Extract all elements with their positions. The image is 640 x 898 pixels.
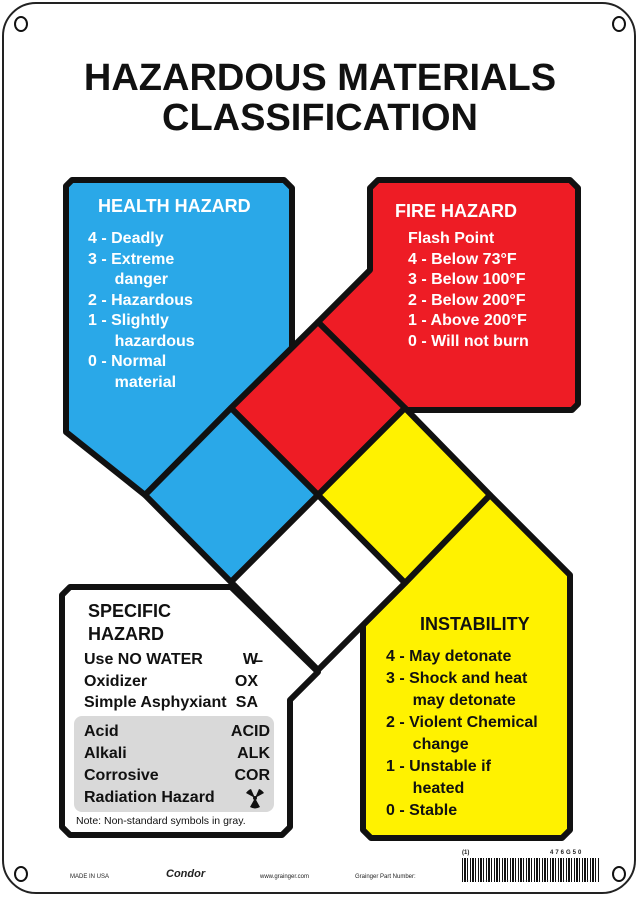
made-in: MADE IN USA xyxy=(70,874,110,880)
label: Use NO WATER xyxy=(84,651,203,668)
list-item: 2 - Hazardous xyxy=(88,291,193,309)
list-item: 4 - May detonate xyxy=(386,648,512,665)
barcode xyxy=(462,858,600,882)
health-list: 4 - Deadly 3 - Extreme danger 2 - Hazardou… xyxy=(88,229,195,393)
mounting-hole xyxy=(612,16,626,32)
specific-list: Use NO WATER W̶ Oxidizer OX Simple Asphyxi… xyxy=(84,649,258,714)
label: Oxidizer xyxy=(84,672,148,690)
heading-line: SPECIFIC xyxy=(88,601,172,621)
page-title: HAZARDOUS MATERIALS CLASSIFICATION xyxy=(0,58,640,138)
list-item: 1 - Slightly xyxy=(88,312,169,329)
radiation-icon xyxy=(246,789,264,809)
list-item: hazardous xyxy=(88,332,195,350)
list-item: Flash Point xyxy=(408,230,495,247)
title-line: HAZARDOUS MATERIALS xyxy=(83,57,557,99)
list-item: Acid ACID xyxy=(84,721,270,743)
part-number: 476G50 xyxy=(550,850,584,856)
symbol: ACID xyxy=(230,723,270,740)
list-item: danger xyxy=(88,271,169,288)
gray-list: Acid ACID Alkali ALK Corrosive COR Radiatio… xyxy=(84,721,270,809)
list-item: Corrosive COR xyxy=(84,765,270,787)
specific-diamond xyxy=(228,492,408,673)
specific-heading: SPECIFIC HAZARD xyxy=(88,600,171,646)
symbol: OX xyxy=(234,672,258,690)
list-item: Oxidizer OX xyxy=(84,671,258,693)
symbol: ALK xyxy=(237,745,270,762)
quantity: (1) xyxy=(462,850,470,856)
symbol: SA xyxy=(235,694,258,711)
health-heading: HEALTH HAZARD xyxy=(98,196,251,216)
fire-panel xyxy=(315,177,581,413)
mounting-hole xyxy=(14,866,28,882)
list-item: 0 - Normal xyxy=(88,353,167,370)
symbol: COR xyxy=(234,767,270,784)
gray-box xyxy=(74,716,274,812)
list-item: material xyxy=(88,373,177,391)
fire-heading: FIRE HAZARD xyxy=(395,201,517,221)
list-item: 4 - Below 73°F xyxy=(408,250,517,268)
condor-logo: Condor xyxy=(166,868,206,880)
label: Simple Asphyxiant xyxy=(84,694,227,711)
label: Alkali xyxy=(84,745,127,762)
instability-heading: INSTABILITY xyxy=(420,614,530,634)
list-item: change xyxy=(386,736,469,753)
list-item: Use NO WATER W̶ xyxy=(84,649,258,671)
list-item: 3 - Shock and heat xyxy=(386,670,528,687)
list-item: Alkali ALK xyxy=(84,743,270,765)
list-item: 2 - Violent Chemical xyxy=(386,714,538,731)
heading-line: HAZARD xyxy=(88,624,164,644)
list-item: Radiation Hazard xyxy=(84,787,270,809)
list-item: 2 - Below 200°F xyxy=(408,291,526,309)
list-item: 1 - Above 200°F xyxy=(408,312,527,329)
list-item: 3 - Below 100°F xyxy=(408,271,526,288)
mounting-hole xyxy=(612,866,626,882)
list-item: 1 - Unstable if xyxy=(386,758,491,775)
list-item: 3 - Extreme xyxy=(88,250,175,268)
instability-list: 4 - May detonate 3 - Shock and heat may d… xyxy=(386,646,538,822)
note: Note: Non-standard symbols in gray. xyxy=(76,815,246,827)
label: Corrosive xyxy=(84,767,159,784)
list-item: Simple Asphyxiant SA xyxy=(84,692,258,714)
list-item: 0 - Will not burn xyxy=(408,332,529,350)
fire-list: Flash Point 4 - Below 73°F 3 - Below 100°F… xyxy=(408,229,529,352)
title-line: CLASSIFICATION xyxy=(162,97,478,139)
label: Radiation Hazard xyxy=(84,789,215,806)
no-water-symbol: W̶ xyxy=(242,651,258,668)
list-item: may detonate xyxy=(386,692,516,709)
label: Acid xyxy=(84,723,119,740)
mounting-hole xyxy=(14,16,28,32)
list-item: 4 - Deadly xyxy=(88,230,164,247)
list-item: 0 - Stable xyxy=(386,802,458,819)
list-item: heated xyxy=(386,780,465,797)
part-number-label: Grainger Part Number: xyxy=(355,874,416,880)
url: www.grainger.com xyxy=(260,874,310,880)
